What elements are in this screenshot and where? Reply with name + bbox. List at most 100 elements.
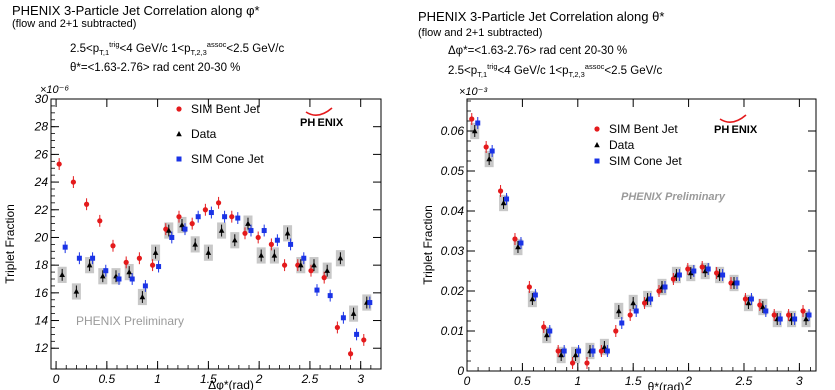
data-point <box>258 252 264 258</box>
data-point <box>561 348 567 354</box>
data-point <box>489 148 495 154</box>
data-point <box>268 241 274 247</box>
data-point <box>255 234 261 241</box>
x-tick-label: 3 <box>796 374 803 388</box>
data-point <box>630 300 636 306</box>
data-point <box>86 262 93 268</box>
data-point <box>248 228 254 234</box>
data-point <box>297 262 304 268</box>
data-point <box>543 332 550 338</box>
plot-frame <box>466 98 817 372</box>
data-point <box>734 280 740 286</box>
data-point <box>518 240 524 246</box>
data-point <box>576 348 582 354</box>
data-point <box>314 287 320 293</box>
legend-marker <box>176 131 182 137</box>
legend-label: SIM Cone Jet <box>191 152 264 166</box>
x-tick-label: 2 <box>255 372 263 386</box>
data-point <box>192 241 198 247</box>
x-tick-label: 0.5 <box>99 372 116 386</box>
data-point <box>321 275 327 281</box>
x-tick-label: 2 <box>684 374 692 388</box>
angle-cut-label: θ*=<1.63-2.76> rad cent 20-30 % <box>70 62 241 74</box>
data-point <box>676 272 682 278</box>
data-point <box>483 144 489 150</box>
chart-subtitle: (flow and 2+1 subtracted) <box>418 27 543 39</box>
data-point <box>327 293 333 299</box>
theta-correlation-panel: PHENIX 3-Particle Jet Correlation along … <box>418 0 835 390</box>
legend-marker <box>594 142 600 148</box>
data-point <box>702 268 709 274</box>
legend-label: Data <box>609 138 635 152</box>
y-axis-label: Triplet Fraction <box>3 204 17 284</box>
data-point <box>90 255 96 261</box>
data-point <box>97 218 103 224</box>
y-axis-label: Triplet Fraction <box>421 205 435 285</box>
data-point <box>648 296 654 302</box>
data-point <box>139 294 146 300</box>
data-point <box>195 214 201 220</box>
data-point <box>142 283 148 289</box>
data-point <box>786 312 792 318</box>
data-point <box>469 116 475 122</box>
data-point <box>284 230 291 236</box>
y-tick-label: 28 <box>34 120 49 134</box>
data-point <box>771 312 777 318</box>
x-tick-label: 1.5 <box>200 372 217 386</box>
data-point <box>670 276 676 282</box>
data-point <box>218 227 225 233</box>
data-point <box>103 268 109 274</box>
theta-plot: 0 0.5 1 1.5 2 2.5 3 0 0.01 0.02 0.03 0.04 0.05 0.06 ×1… <box>421 86 817 390</box>
data-point <box>126 269 132 275</box>
data-point <box>83 201 90 207</box>
phenix-logo: PH ENIX <box>714 124 758 136</box>
y-tick-label: 22 <box>34 203 49 217</box>
phenix-logo-arc <box>305 107 333 116</box>
data-point <box>242 230 248 236</box>
y-tick-label: 12 <box>35 341 49 355</box>
chart-title: PHENIX 3-Particle Jet Correlation along … <box>418 9 665 24</box>
x-tick-label: 2.5 <box>301 372 319 386</box>
data-point <box>56 161 62 167</box>
data-point <box>569 360 576 366</box>
data-point <box>176 214 182 220</box>
phenix-logo-arc <box>719 114 747 123</box>
data-point <box>202 207 208 213</box>
data-point <box>182 226 188 232</box>
data-point <box>627 312 633 318</box>
data-point <box>324 267 330 273</box>
data-point <box>800 308 806 314</box>
data-point <box>205 249 212 255</box>
x-tick-label: 2.5 <box>735 374 753 388</box>
legend-label: SIM Cone Jet <box>609 154 682 168</box>
chart-title: PHENIX 3-Particle Jet Correlation along … <box>12 3 260 18</box>
data-point <box>615 308 622 314</box>
data-point <box>361 337 367 343</box>
data-point <box>598 348 604 354</box>
data-point <box>245 220 251 226</box>
y-tick-label: 0.06 <box>441 124 465 138</box>
data-point <box>547 328 553 334</box>
x-axis-label: θ*(rad) <box>648 380 685 390</box>
data-point <box>73 288 80 294</box>
data-point <box>803 316 809 322</box>
data-point <box>136 255 142 261</box>
x-tick-label: 1 <box>154 372 161 386</box>
y-tick-label: 30 <box>35 92 49 106</box>
y-exponent-label: ×10⁻³ <box>459 86 487 98</box>
data-point <box>235 215 241 221</box>
phenix-logo: PH ENIX <box>300 117 344 129</box>
data-point <box>471 128 478 134</box>
data-point <box>231 237 238 243</box>
data-point <box>311 262 317 268</box>
momentum-cut-label: 2.5<pT,1trig<4 GeV/c 1<pT,2,3assoc<2.5 G… <box>70 40 285 58</box>
data-point <box>515 244 521 250</box>
data-point <box>340 315 346 321</box>
data-point <box>705 266 711 272</box>
y-tick-label: 0 <box>457 364 464 378</box>
data-point <box>208 210 214 216</box>
x-tick-label: 0 <box>464 374 471 388</box>
plot-frame <box>50 98 382 370</box>
data-point <box>532 292 538 298</box>
data-point <box>604 348 610 354</box>
